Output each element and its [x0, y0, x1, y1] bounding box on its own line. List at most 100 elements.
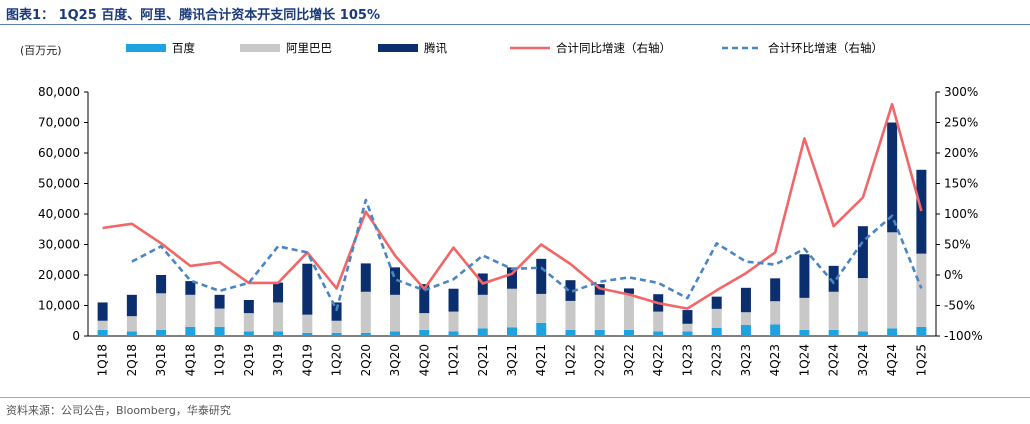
bar [623, 329, 634, 336]
bar [302, 314, 313, 333]
x-tick-label: 3Q18 [154, 344, 168, 376]
x-tick-label: 1Q22 [563, 344, 577, 376]
left-tick-label: 0 [72, 329, 80, 343]
bar [565, 300, 576, 330]
legend-label: 合计环比增速（右轴） [768, 41, 883, 55]
bar [214, 308, 225, 327]
bar [711, 308, 722, 328]
bar [273, 302, 284, 332]
series-line [131, 198, 923, 312]
bar [273, 282, 284, 303]
bar [565, 329, 576, 336]
bar [477, 328, 488, 336]
bar [156, 275, 167, 294]
x-tick-label: 3Q23 [739, 344, 753, 376]
bar [126, 294, 137, 317]
right-tick-label: 0% [944, 268, 963, 282]
bar [916, 169, 927, 254]
bar [507, 288, 517, 328]
x-tick-label: 2Q19 [242, 344, 256, 376]
left-tick-label: 50,000 [38, 177, 80, 191]
series-line [102, 102, 923, 310]
bar [448, 311, 459, 332]
bar [740, 312, 751, 326]
title-divider [0, 24, 1030, 25]
right-tick-label: 200% [944, 146, 978, 160]
bar [857, 226, 868, 279]
bar [799, 329, 810, 336]
bar [594, 329, 605, 336]
bar [331, 302, 342, 321]
bar [126, 331, 137, 336]
legend-label: 合计同比增速（右轴） [556, 41, 671, 55]
x-tick-label: 4Q19 [300, 344, 314, 376]
x-tick-label: 3Q21 [505, 344, 519, 376]
bar [214, 294, 225, 309]
bar [536, 322, 547, 336]
x-tick-label: 2Q20 [359, 344, 373, 376]
left-tick-label: 70,000 [38, 116, 80, 130]
x-tick-label: 4Q18 [183, 344, 197, 376]
x-tick-label: 3Q24 [856, 344, 870, 376]
x-axis-labels: 1Q18 2Q18 3Q18 4Q18 1Q19 2Q19 3Q19 4Q19 1Q20 2Q20… [96, 344, 929, 376]
bar [828, 291, 839, 330]
x-tick-label: 4Q20 [417, 344, 431, 376]
bar [623, 293, 634, 330]
bar [390, 294, 401, 332]
bar [448, 288, 459, 312]
x-tick-label: 3Q22 [622, 344, 636, 376]
bar [419, 313, 430, 330]
bar [302, 263, 313, 315]
right-axis: -100% -50% 0% 50% 100% 150% 200% 250% 300% [935, 85, 983, 343]
right-tick-label: -50% [944, 299, 975, 313]
right-tick-label: 50% [944, 238, 971, 252]
bar [419, 284, 430, 314]
bar [536, 258, 547, 294]
bar [536, 293, 547, 323]
bar [857, 278, 868, 332]
x-tick-label: 2Q24 [827, 344, 841, 376]
bar [185, 294, 196, 327]
bar [243, 300, 254, 314]
bar [273, 331, 284, 336]
bar [828, 265, 839, 292]
figure-title: 图表1： 1Q25 百度、阿里、腾讯合计资本开支同比增长 105% [6, 8, 380, 23]
bar [711, 296, 722, 309]
legend: 百度 阿里巴巴 腾讯 合计同比增速（右轴） 合计环比增速（右轴） [126, 41, 883, 55]
line-series [102, 102, 923, 312]
bar [185, 281, 196, 295]
bar [360, 291, 371, 333]
x-tick-label: 4Q21 [534, 344, 548, 376]
bar [887, 232, 898, 329]
unit-label: (百万元) [20, 44, 62, 57]
x-tick-label: 4Q23 [768, 344, 782, 376]
legend-swatch [126, 44, 166, 52]
x-tick-label: 1Q20 [330, 344, 344, 376]
bar [682, 331, 693, 336]
left-tick-label: 10,000 [38, 299, 80, 313]
bar [594, 294, 605, 330]
left-tick-label: 30,000 [38, 238, 80, 252]
bar [97, 329, 108, 336]
x-tick-label: 1Q23 [680, 344, 694, 376]
bar [828, 329, 839, 336]
bar [214, 326, 225, 336]
left-tick-label: 60,000 [38, 146, 80, 160]
bar [331, 332, 342, 336]
x-tick-label: 2Q22 [593, 344, 607, 376]
x-tick-label: 1Q19 [213, 344, 227, 376]
bar [740, 325, 751, 336]
legend-label: 百度 [172, 41, 195, 55]
left-axis: 0 10,000 20,000 30,000 40,000 50,000 60,000 70,… [38, 85, 936, 343]
source-note: 资料来源：公司公告，Bloomberg，华泰研究 [6, 404, 231, 417]
x-tick-label: 1Q18 [96, 344, 110, 376]
bar [302, 332, 313, 336]
bar [419, 329, 430, 336]
legend-swatch [378, 44, 418, 52]
right-tick-label: 150% [944, 177, 978, 191]
bar [97, 302, 108, 321]
bar [682, 323, 693, 332]
bar [390, 267, 401, 295]
right-tick-label: 300% [944, 85, 978, 99]
bar [97, 320, 108, 330]
